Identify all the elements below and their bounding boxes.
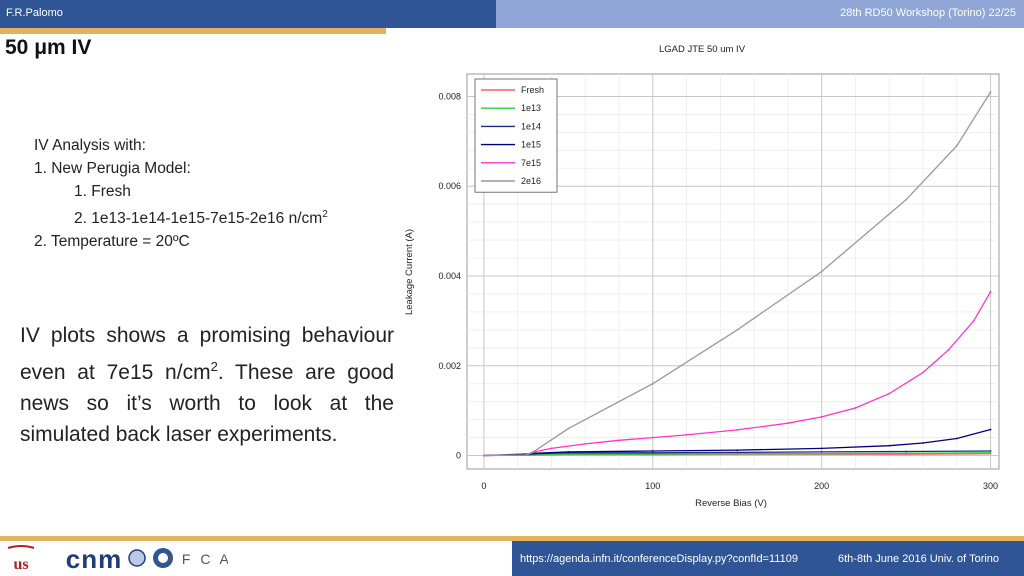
author-name: F.R.Palomo xyxy=(6,7,63,19)
analysis-heading: IV Analysis with: xyxy=(34,137,146,154)
plot-area: 0 100 200 300 0 0.002 0.004 0.006 0.008 Fresh 1e13… xyxy=(438,73,1000,491)
legend-label-1e13: 1e13 xyxy=(521,103,541,113)
data-point-1e15 xyxy=(820,447,823,450)
data-point-7e15 xyxy=(550,447,553,450)
data-point-1e15 xyxy=(922,442,924,444)
footer-accent-line xyxy=(0,536,1024,541)
data-point-7e15 xyxy=(820,416,823,418)
data-point-1e15 xyxy=(736,449,739,452)
data-point-2e16 xyxy=(989,91,992,93)
data-point-1e13 xyxy=(820,452,823,455)
us-logo: us xyxy=(3,543,39,574)
x-tick-label: 300 xyxy=(983,481,998,491)
data-point-2e16 xyxy=(651,382,654,385)
data-point-7e15 xyxy=(584,442,587,445)
data-point-7e15 xyxy=(922,371,924,374)
data-point-2e16 xyxy=(567,427,570,430)
svg-text:I F C A: I F C A xyxy=(168,551,228,567)
y-tick-label: 0.008 xyxy=(438,91,461,101)
data-point-1e15 xyxy=(651,450,654,452)
series-line-1e13 xyxy=(483,452,991,457)
cnm-logo: cnm xyxy=(44,544,146,574)
data-point-7e15 xyxy=(736,429,739,431)
conclusion-paragraph: IV plots shows a promising behaviour eve… xyxy=(20,320,394,450)
x-tick-label: 100 xyxy=(645,481,660,491)
conclusion-text-2: . These are good news so it’s worth to l… xyxy=(20,361,394,446)
data-point-7e15 xyxy=(786,422,789,425)
data-point-1e14 xyxy=(989,450,992,452)
y-axis-label: Leakage Current (A) xyxy=(404,229,415,315)
data-point-1e15 xyxy=(989,428,992,431)
data-point-1e13 xyxy=(567,453,570,456)
data-point-7e15 xyxy=(947,349,950,351)
y-tick-label: 0.004 xyxy=(438,271,461,281)
y-tick-label: 0 xyxy=(456,451,461,461)
conclusion-sup: 2 xyxy=(210,359,218,374)
data-point-1e13 xyxy=(651,453,654,456)
data-point-1e15 xyxy=(533,452,536,455)
fluences-sup: 2 xyxy=(322,209,328,220)
data-point-1e13 xyxy=(736,452,739,455)
data-point-1e13 xyxy=(905,452,908,455)
data-point-1e13 xyxy=(989,451,992,454)
data-point-1e14 xyxy=(736,451,739,454)
data-point-7e15 xyxy=(618,439,620,442)
analysis-subitem-fresh: 1. Fresh xyxy=(74,183,131,200)
data-point-2e16 xyxy=(482,454,485,457)
ifca-logo: I F C A xyxy=(150,543,228,574)
slide-title: 50 μm IV xyxy=(5,36,92,59)
analysis-item-temperature: 2. Temperature = 20ºC xyxy=(34,233,190,251)
fluences-text: 2. 1e13-1e14-1e15-7e15-2e16 n/cm xyxy=(74,210,323,228)
legend-label-Fresh: Fresh xyxy=(521,85,544,95)
legend-box xyxy=(474,78,558,193)
data-point-7e15 xyxy=(854,407,857,409)
data-point-2e16 xyxy=(905,198,908,201)
legend-label-1e14: 1e14 xyxy=(521,121,541,131)
data-point-2e16 xyxy=(736,328,739,331)
data-point-1e15 xyxy=(567,451,570,453)
y-tick-label: 0.006 xyxy=(438,181,461,191)
top-bar-right xyxy=(496,0,1024,28)
svg-text:us: us xyxy=(13,556,28,573)
legend-label-7e15: 7e15 xyxy=(521,158,541,168)
analysis-list: IV Analysis with: 1. New Perugia Model: … xyxy=(34,134,328,253)
data-point-2e16 xyxy=(525,454,528,456)
analysis-subitem-fluences: 2. 1e13-1e14-1e15-7e15-2e16 n/cm2 xyxy=(34,203,328,230)
data-point-1e14 xyxy=(651,451,654,454)
conclusion-text-1: IV plots shows a promising behaviour eve… xyxy=(20,324,394,384)
conference-label: 28th RD50 Workshop (Torino) 22/25 xyxy=(840,7,1016,19)
top-bar xyxy=(0,0,496,28)
y-tick-label: 0.002 xyxy=(438,361,461,371)
x-tick-label: 0 xyxy=(481,481,486,491)
data-point-1e14 xyxy=(905,450,908,453)
legend-label-1e15: 1e15 xyxy=(521,140,541,150)
data-point-2e16 xyxy=(820,270,823,273)
chart-title: LGAD JTE 50 um IV xyxy=(659,44,746,55)
legend-label-2e16: 2e16 xyxy=(521,176,541,186)
accent-line xyxy=(0,28,386,34)
footer-url-link[interactable]: https://agenda.infn.it/conferenceDisplay… xyxy=(520,553,798,565)
data-point-2e16 xyxy=(533,450,536,452)
analysis-item-model: 1. New Perugia Model: xyxy=(34,160,191,177)
data-point-2e16 xyxy=(955,144,958,147)
x-tick-label: 200 xyxy=(814,481,829,491)
data-point-7e15 xyxy=(651,436,654,439)
data-point-7e15 xyxy=(989,290,992,293)
data-point-7e15 xyxy=(888,392,891,395)
footer-info-band xyxy=(512,541,1024,576)
iv-chart: LGAD JTE 50 um IV Reverse Bias (V) Leaka… xyxy=(404,44,1000,509)
footer-date: 6th-8th June 2016 Univ. of Torino xyxy=(838,553,1000,565)
data-point-1e15 xyxy=(955,437,958,440)
series-line-2e16 xyxy=(483,91,992,457)
x-axis-label: Reverse Bias (V) xyxy=(695,498,767,509)
data-point-1e14 xyxy=(820,451,823,453)
data-point-1e15 xyxy=(888,444,891,447)
data-point-7e15 xyxy=(972,319,975,322)
data-point-7e15 xyxy=(685,433,688,436)
svg-text:cnm: cnm xyxy=(66,544,122,574)
